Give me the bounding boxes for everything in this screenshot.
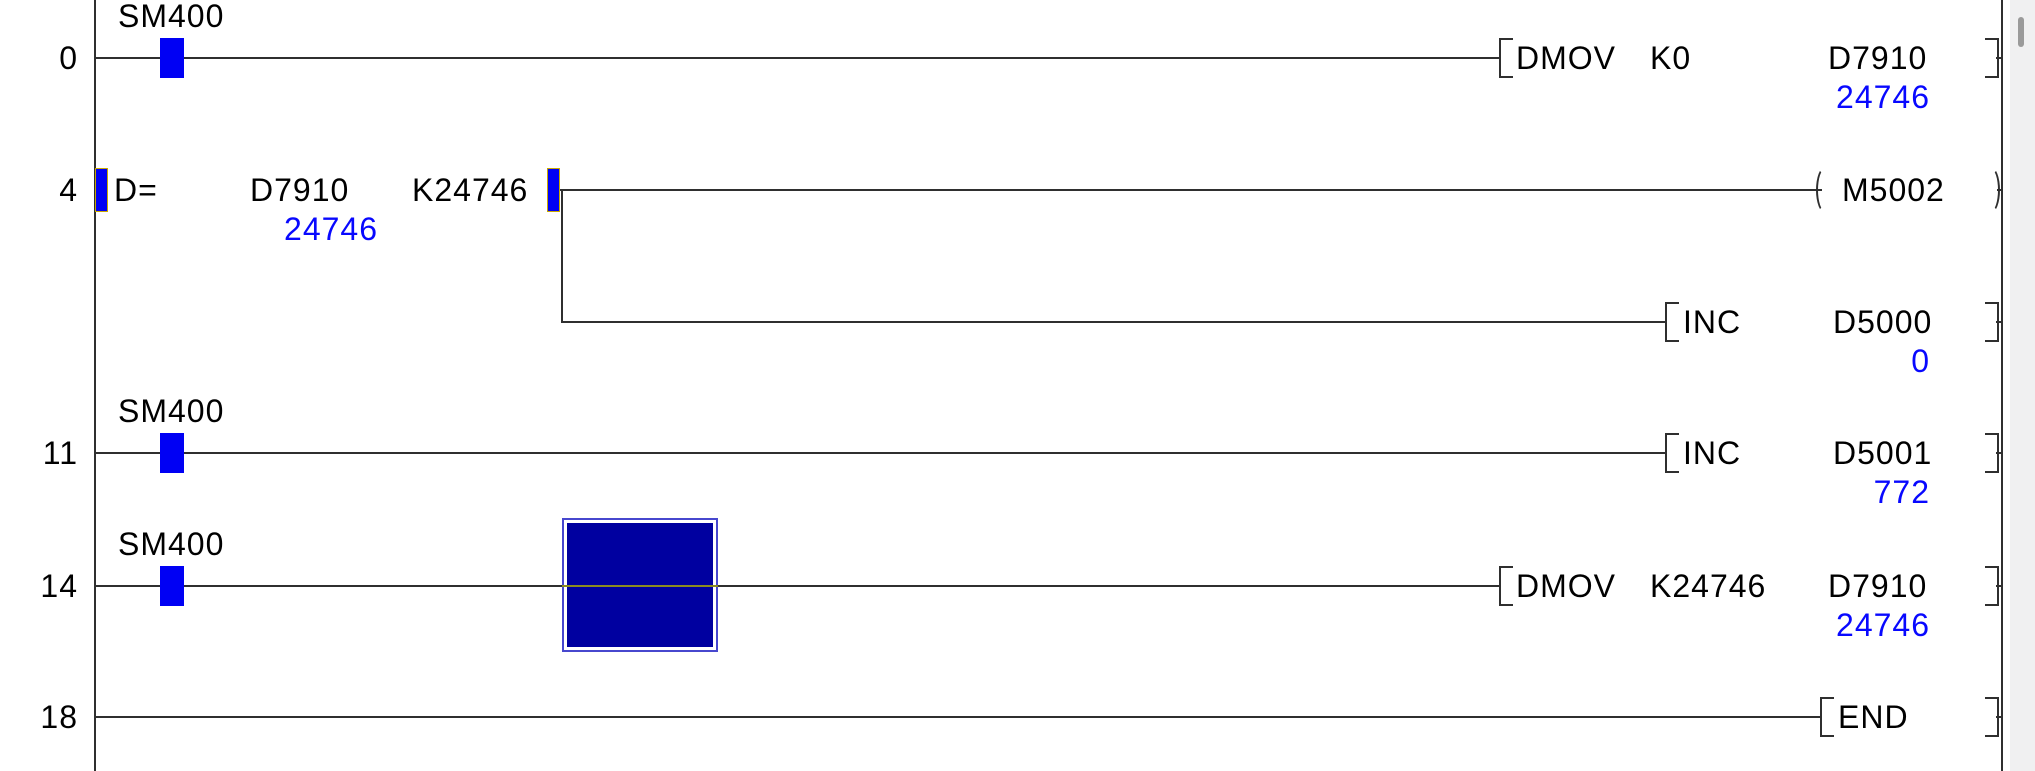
close-bracket-icon [1985, 566, 1999, 606]
rung-wire-stub [1996, 57, 2002, 59]
rung-wire [560, 189, 1822, 191]
rung-wire-stub [1996, 585, 2002, 587]
normally-open-contact[interactable] [160, 38, 184, 78]
open-bracket-icon [1499, 38, 1513, 78]
monitor-value: 24746 [1836, 79, 1930, 115]
instruction-opcode[interactable]: DMOV [1516, 40, 1616, 76]
right-power-rail [2001, 0, 2003, 771]
close-bracket-icon [1985, 38, 1999, 78]
rung-wire [95, 585, 1500, 587]
open-bracket-icon [1499, 566, 1513, 606]
compare-block-left-terminal[interactable] [95, 168, 108, 212]
contact-device-label: SM400 [118, 526, 225, 562]
rung-step-number: 18 [40, 699, 78, 735]
vertical-scrollbar[interactable] [2010, 0, 2035, 771]
compare-block-right-terminal[interactable] [547, 168, 560, 212]
rung-step-number: 14 [40, 568, 78, 604]
close-bracket-icon [1985, 697, 1999, 737]
left-power-rail [94, 0, 96, 771]
compare-operand-left[interactable]: D7910 [250, 172, 350, 208]
instruction-operand[interactable]: D5001 [1833, 435, 1933, 471]
instruction-opcode[interactable]: INC [1683, 435, 1742, 471]
scrollbar-thumb[interactable] [2018, 17, 2024, 47]
instruction-operand-dest[interactable]: D7910 [1828, 40, 1928, 76]
cursor-cell-wire [562, 585, 718, 587]
branch-wire-vertical [561, 189, 563, 323]
contact-device-label: SM400 [118, 393, 225, 429]
rung-wire [95, 716, 1820, 718]
normally-open-contact[interactable] [160, 566, 184, 606]
monitor-value: 24746 [1836, 607, 1930, 643]
rung-step-number: 0 [59, 40, 78, 76]
output-coil-device[interactable]: M5002 [1842, 172, 1945, 208]
instruction-operand-dest[interactable]: D7910 [1828, 568, 1928, 604]
rung-step-number: 11 [42, 435, 78, 471]
instruction-opcode[interactable]: END [1838, 699, 1909, 735]
rung-wire-stub [1996, 452, 2002, 454]
rung-step-number: 4 [59, 172, 78, 208]
instruction-operand-source[interactable]: K24746 [1650, 568, 1767, 604]
compare-opcode[interactable]: D= [114, 172, 158, 208]
open-bracket-icon [1820, 697, 1834, 737]
open-bracket-icon [1665, 302, 1679, 342]
branch-wire [561, 321, 1667, 323]
rung-wire-stub [1996, 321, 2002, 323]
coil-close-paren-icon [1982, 167, 2000, 213]
open-bracket-icon [1665, 433, 1679, 473]
instruction-opcode[interactable]: DMOV [1516, 568, 1616, 604]
instruction-opcode[interactable]: INC [1683, 304, 1742, 340]
instruction-operand[interactable]: D5000 [1833, 304, 1933, 340]
rung-wire [95, 57, 1500, 59]
rung-wire-stub [1996, 716, 2002, 718]
rung-wire [95, 452, 1667, 454]
compare-operand-right[interactable]: K24746 [412, 172, 529, 208]
instruction-operand-source[interactable]: K0 [1650, 40, 1692, 76]
coil-open-paren-icon [1816, 167, 1834, 213]
close-bracket-icon [1985, 433, 1999, 473]
monitor-value: 0 [1911, 343, 1930, 379]
normally-open-contact[interactable] [160, 433, 184, 473]
monitor-value: 24746 [284, 211, 378, 247]
close-bracket-icon [1985, 302, 1999, 342]
contact-device-label: SM400 [118, 0, 225, 34]
monitor-value: 772 [1873, 474, 1930, 510]
